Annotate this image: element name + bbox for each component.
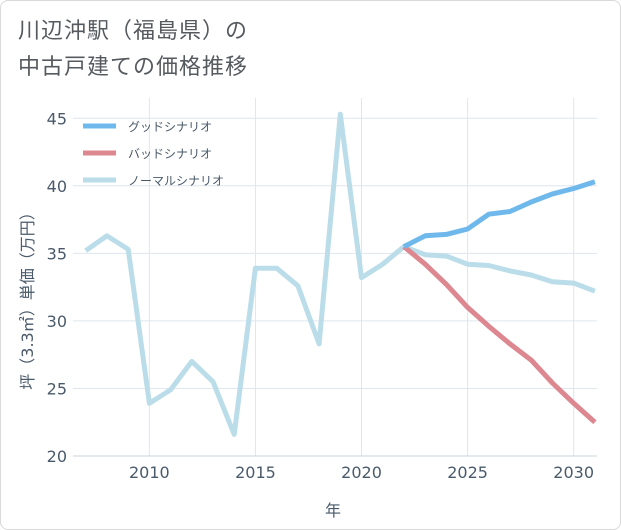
y-tick-label-45: 45 xyxy=(47,109,67,128)
y-tick-label-30: 30 xyxy=(47,312,67,331)
y-tick-label-20: 20 xyxy=(47,447,67,466)
x-axis-ticks: 2010 2015 2020 2025 2030 xyxy=(129,463,594,482)
legend-label-2: バッドシナリオ xyxy=(128,147,212,161)
legend-label-3: ノーマルシナリオ xyxy=(128,174,224,188)
chart-title: 川辺沖駅（福島県）の 中古戸建ての価格推移 xyxy=(18,14,248,86)
chart-title-line-2: 中古戸建ての価格推移 xyxy=(18,55,249,80)
y-tick-label-40: 40 xyxy=(47,177,67,196)
series-line-3 xyxy=(84,111,596,437)
x-axis-label: 年 xyxy=(325,501,341,520)
y-tick-label-25: 25 xyxy=(47,379,67,398)
chart-title-line-1: 川辺沖駅（福島県）の xyxy=(18,19,249,44)
y-tick-label-35: 35 xyxy=(47,244,67,263)
series-line-1 xyxy=(402,179,596,249)
x-tick-label-2030: 2030 xyxy=(553,463,594,482)
x-tick-label-2020: 2020 xyxy=(341,463,382,482)
series-lines xyxy=(84,111,597,437)
x-tick-label-2015: 2015 xyxy=(235,463,276,482)
y-axis-label: 坪（3.3㎡）単価（万円） xyxy=(18,204,37,389)
y-axis-ticks: 20 25 30 35 40 45 xyxy=(47,109,67,466)
series-line-2 xyxy=(402,244,597,425)
legend-label-1: グッドシナリオ xyxy=(128,120,212,134)
x-tick-label-2010: 2010 xyxy=(129,463,170,482)
x-tick-label-2025: 2025 xyxy=(447,463,488,482)
